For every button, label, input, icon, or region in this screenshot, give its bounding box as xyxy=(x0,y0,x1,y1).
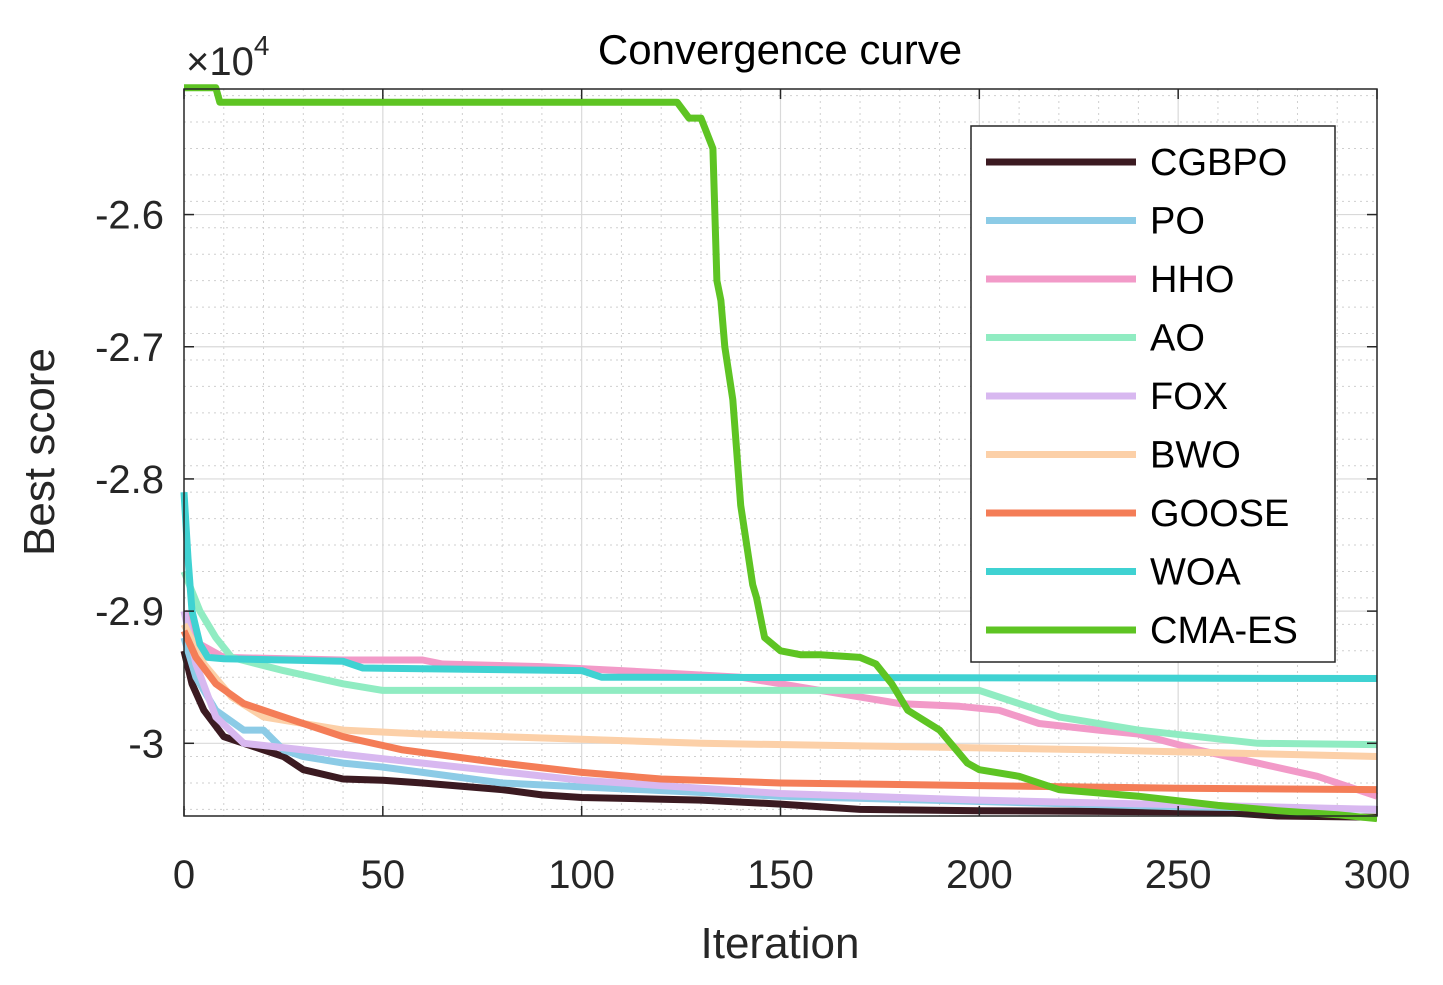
series-line-cma-es xyxy=(184,84,1378,823)
legend-label: GOOSE xyxy=(1150,493,1289,535)
legend-label: HHO xyxy=(1150,259,1234,301)
legend-item: BWO xyxy=(986,435,1241,477)
legend-item: FOX xyxy=(986,376,1228,418)
x-axis-ticks: 0 50 100 150 200 250 300 xyxy=(173,89,1411,897)
x-tick-label: 100 xyxy=(548,853,615,897)
y-axis-label: Best score xyxy=(15,348,64,556)
legend-item: CMA-ES xyxy=(986,610,1298,652)
legend-item: AO xyxy=(986,318,1205,360)
series-line-fox xyxy=(180,610,1378,813)
y-tick-label: -2.7 xyxy=(95,326,164,370)
chart-title: Convergence curve xyxy=(598,26,962,73)
x-tick-label: 150 xyxy=(747,853,814,897)
y-tick-label: -2.9 xyxy=(95,590,164,634)
legend-item: WOA xyxy=(986,552,1241,594)
series-line-goose xyxy=(180,629,1378,794)
legend: CGBPO PO HHO AO FOX BWO GOOSE WOA CMA-ES xyxy=(970,125,1336,663)
y-tick-label: -3 xyxy=(128,722,164,766)
y-exponent-label: ×104 xyxy=(186,30,269,84)
exponent-base: ×10 xyxy=(186,40,254,84)
x-tick-label: 300 xyxy=(1344,853,1411,897)
exponent-power: 4 xyxy=(254,30,270,61)
legend-label: CGBPO xyxy=(1150,142,1287,184)
y-tick-label: -2.8 xyxy=(95,458,164,502)
series-line-ao xyxy=(180,570,1378,749)
x-axis-label: Iteration xyxy=(701,919,860,968)
legend-item: CGBPO xyxy=(986,142,1287,184)
legend-label: FOX xyxy=(1150,376,1228,418)
legend-label: BWO xyxy=(1150,435,1241,477)
y-tick-label: -2.6 xyxy=(95,194,164,238)
legend-label: AO xyxy=(1150,318,1205,360)
series-line-woa xyxy=(180,491,1378,682)
legend-label: PO xyxy=(1150,201,1205,243)
legend-item: HHO xyxy=(986,259,1234,301)
x-tick-label: 200 xyxy=(946,853,1013,897)
series-line-cgbpo xyxy=(180,649,1378,821)
legend-label: WOA xyxy=(1150,552,1241,594)
x-tick-label: 50 xyxy=(361,853,406,897)
legend-label: CMA-ES xyxy=(1150,610,1298,652)
series-layer xyxy=(180,84,1379,823)
x-tick-label: 0 xyxy=(173,853,195,897)
legend-item: GOOSE xyxy=(986,493,1289,535)
y-axis-ticks: -3 -2.9 -2.8 -2.7 -2.6 xyxy=(95,194,1377,766)
x-tick-label: 250 xyxy=(1145,853,1212,897)
legend-item: PO xyxy=(986,201,1205,243)
